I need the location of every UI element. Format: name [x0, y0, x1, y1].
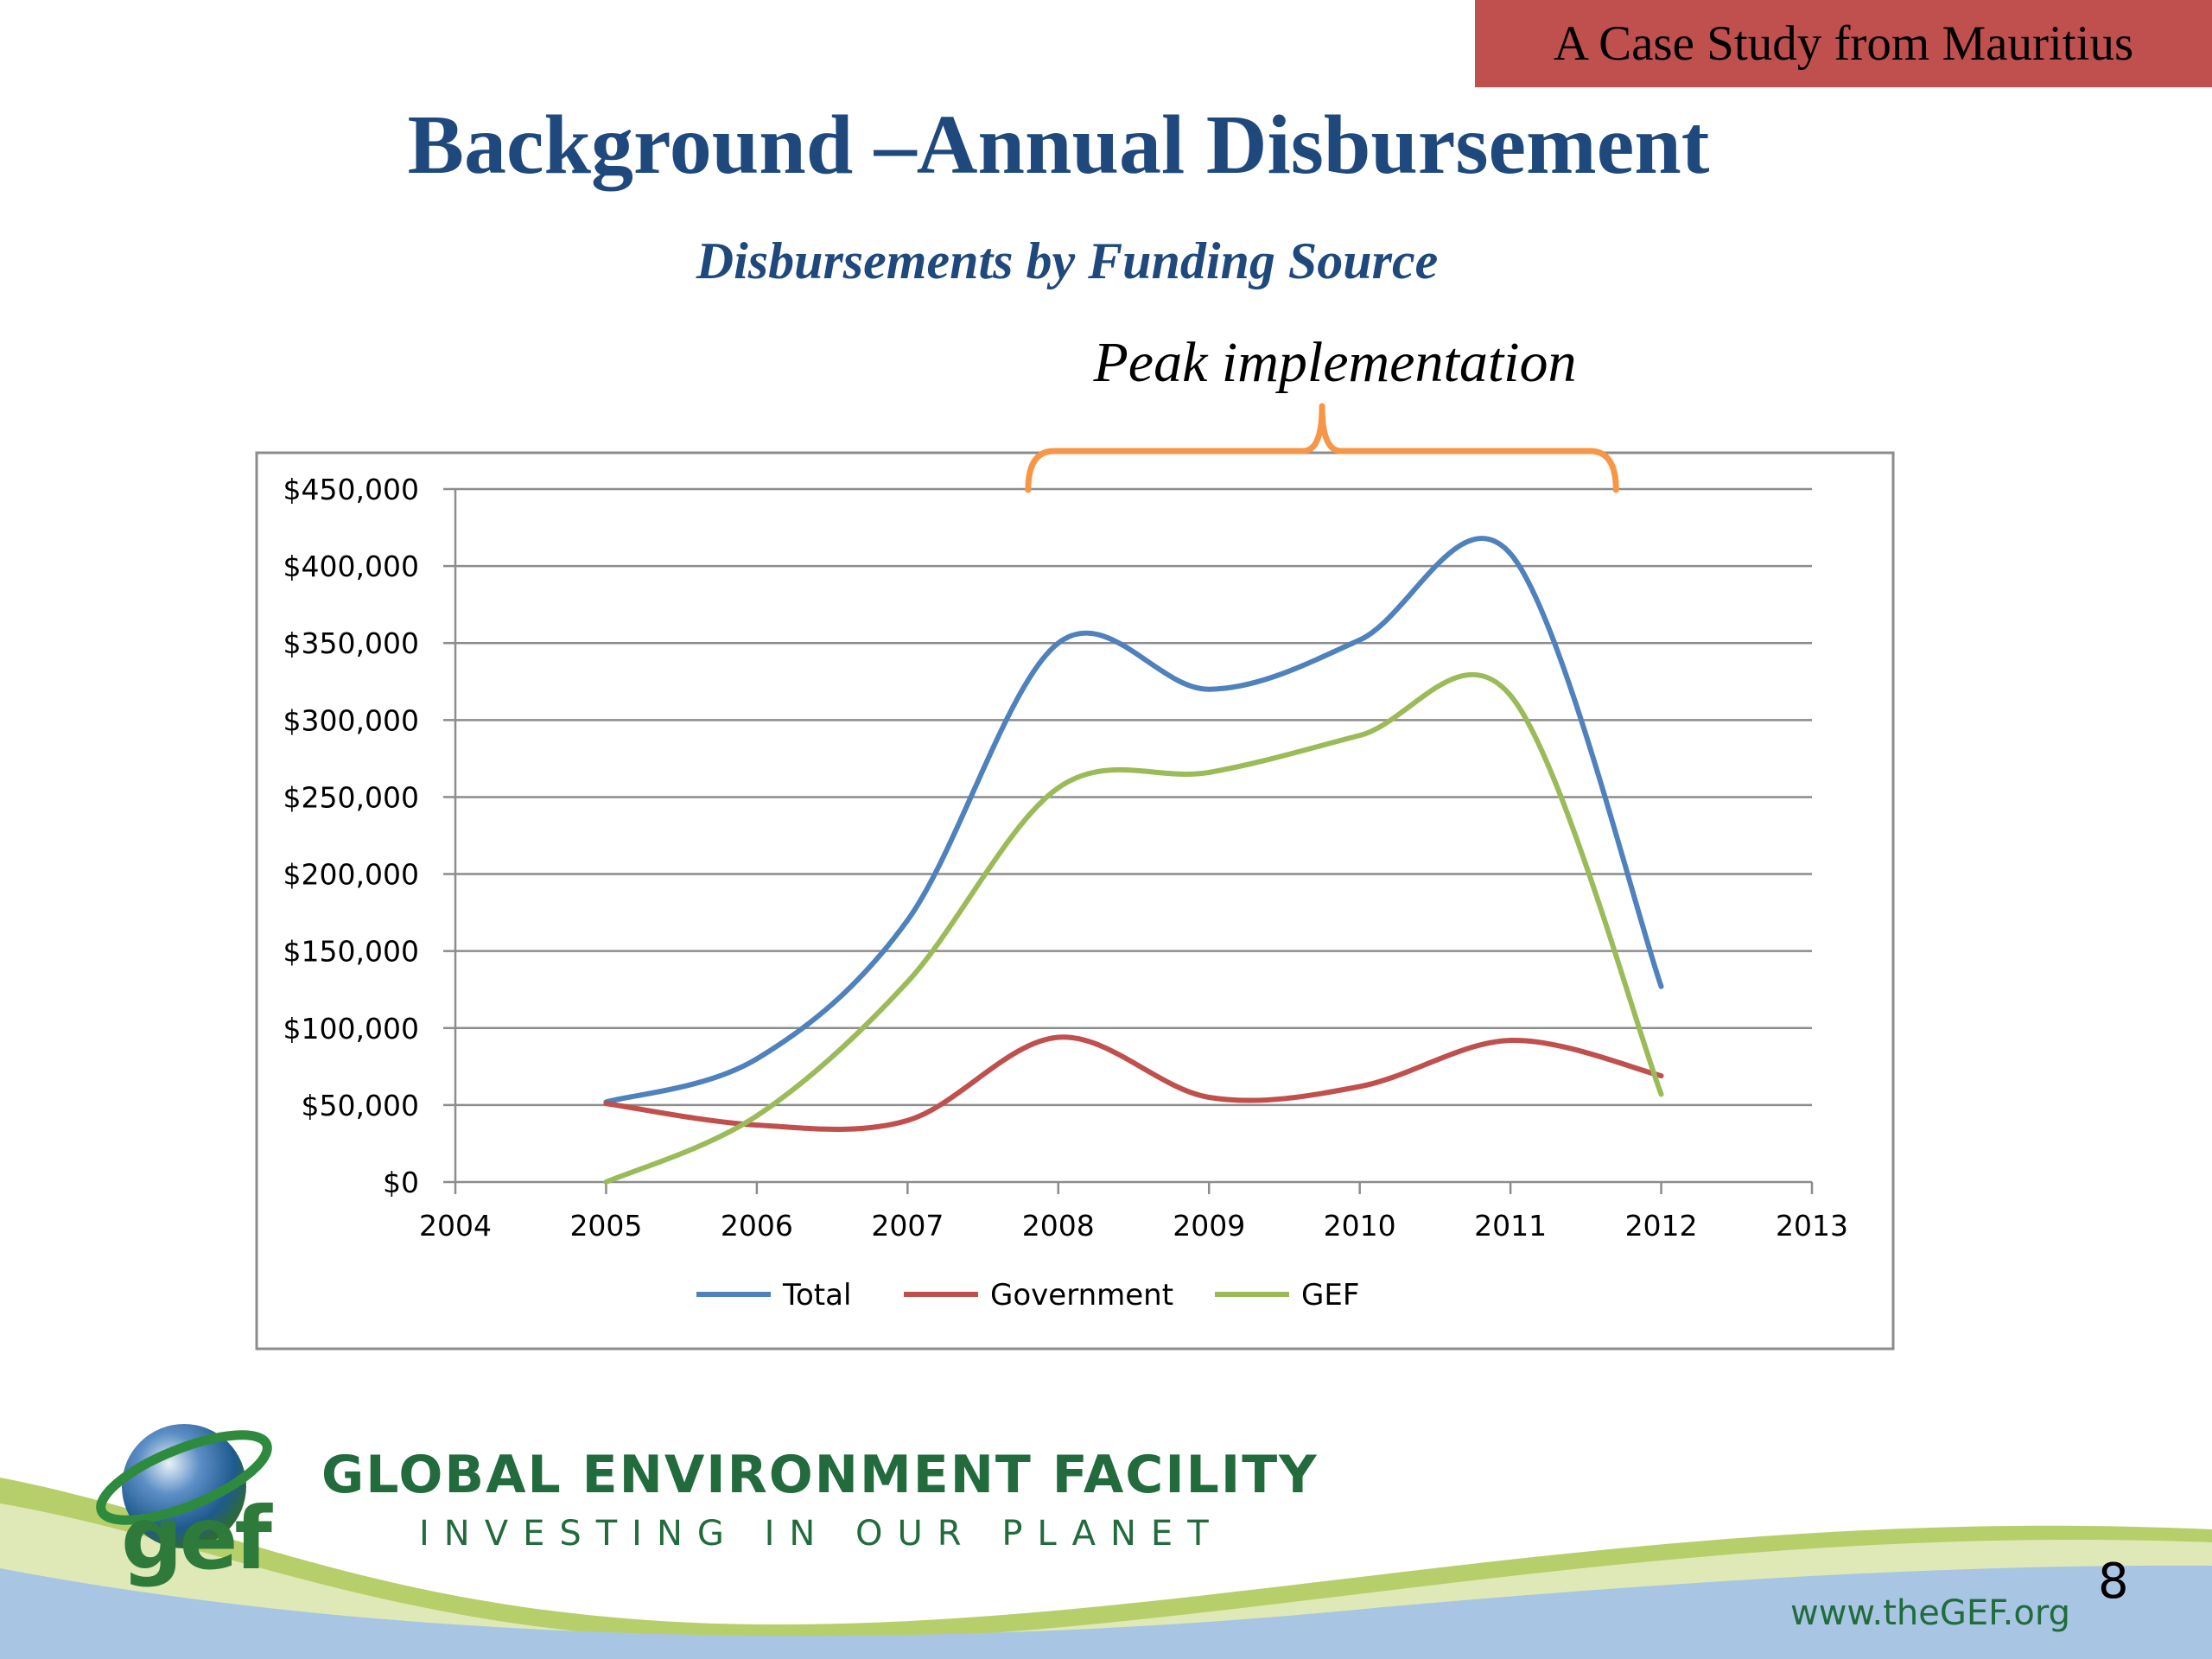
- series-line-government: [603, 1034, 1664, 1132]
- footer-swoosh: [0, 1424, 2212, 1659]
- y-tick-label: $50,000: [302, 1089, 419, 1122]
- y-tick-label: $450,000: [283, 473, 419, 506]
- series-line-total: [603, 536, 1664, 1105]
- series-lines: [603, 536, 1664, 1185]
- page-number: 8: [2098, 1554, 2129, 1610]
- x-tick-label: 2010: [1324, 1209, 1396, 1243]
- peak-implementation-bracket: [1025, 403, 1619, 493]
- legend-label-government: Government: [990, 1278, 1173, 1313]
- x-tick-label: 2011: [1474, 1209, 1547, 1243]
- y-tick-label: $400,000: [283, 550, 419, 583]
- disbursement-chart: $0 $50,000 $100,000 $150,000 $200,000 $250,00…: [255, 403, 1895, 1351]
- legend-label-total: Total: [782, 1278, 851, 1313]
- x-tick-label: 2006: [721, 1209, 793, 1243]
- y-tick-label: $300,000: [283, 703, 419, 737]
- x-tick-label: 2007: [871, 1209, 944, 1243]
- y-tick-label: $200,000: [283, 858, 419, 892]
- x-tick-label: 2005: [569, 1209, 642, 1243]
- x-tick-label: 2009: [1173, 1209, 1245, 1243]
- y-tick-label: $250,000: [283, 780, 419, 814]
- y-tick-label: $350,000: [283, 626, 419, 660]
- legend: Total Government GEF: [696, 1278, 1359, 1313]
- y-tick-label: $0: [383, 1166, 419, 1199]
- case-study-banner: A Case Study from Mauritius: [1475, 0, 2212, 87]
- axes: $0 $50,000 $100,000 $150,000 $200,000 $250,00…: [283, 473, 1848, 1243]
- y-tick-label: $150,000: [283, 935, 419, 969]
- case-study-banner-text: A Case Study from Mauritius: [1553, 16, 2134, 71]
- gridlines: [455, 487, 1812, 1107]
- footer-blue-band: [0, 1565, 2212, 1659]
- y-tick-label: $100,000: [283, 1012, 419, 1046]
- legend-label-gef: GEF: [1301, 1278, 1359, 1313]
- footer-org-name: GLOBAL ENVIRONMENT FACILITY: [321, 1445, 1319, 1505]
- gef-globe-icon: [96, 1424, 272, 1548]
- x-tick-label: 2008: [1022, 1209, 1095, 1243]
- footer-website: www.theGEF.org: [1790, 1593, 2071, 1633]
- x-tick-label: 2013: [1776, 1209, 1848, 1243]
- x-tick-label: 2012: [1625, 1209, 1698, 1243]
- x-tick-label: 2004: [419, 1209, 492, 1243]
- series-line-gef: [603, 671, 1664, 1185]
- chart-title: Disbursements by Funding Source: [696, 232, 1439, 289]
- footer-tagline: INVESTING IN OUR PLANET: [419, 1514, 1224, 1554]
- slide-title: Background –Annual Disbursement: [407, 99, 1710, 192]
- chart-frame: [255, 451, 1895, 1351]
- gef-logo-wordmark: gef: [121, 1488, 272, 1589]
- peak-implementation-label: Peak implementation: [1093, 331, 1577, 394]
